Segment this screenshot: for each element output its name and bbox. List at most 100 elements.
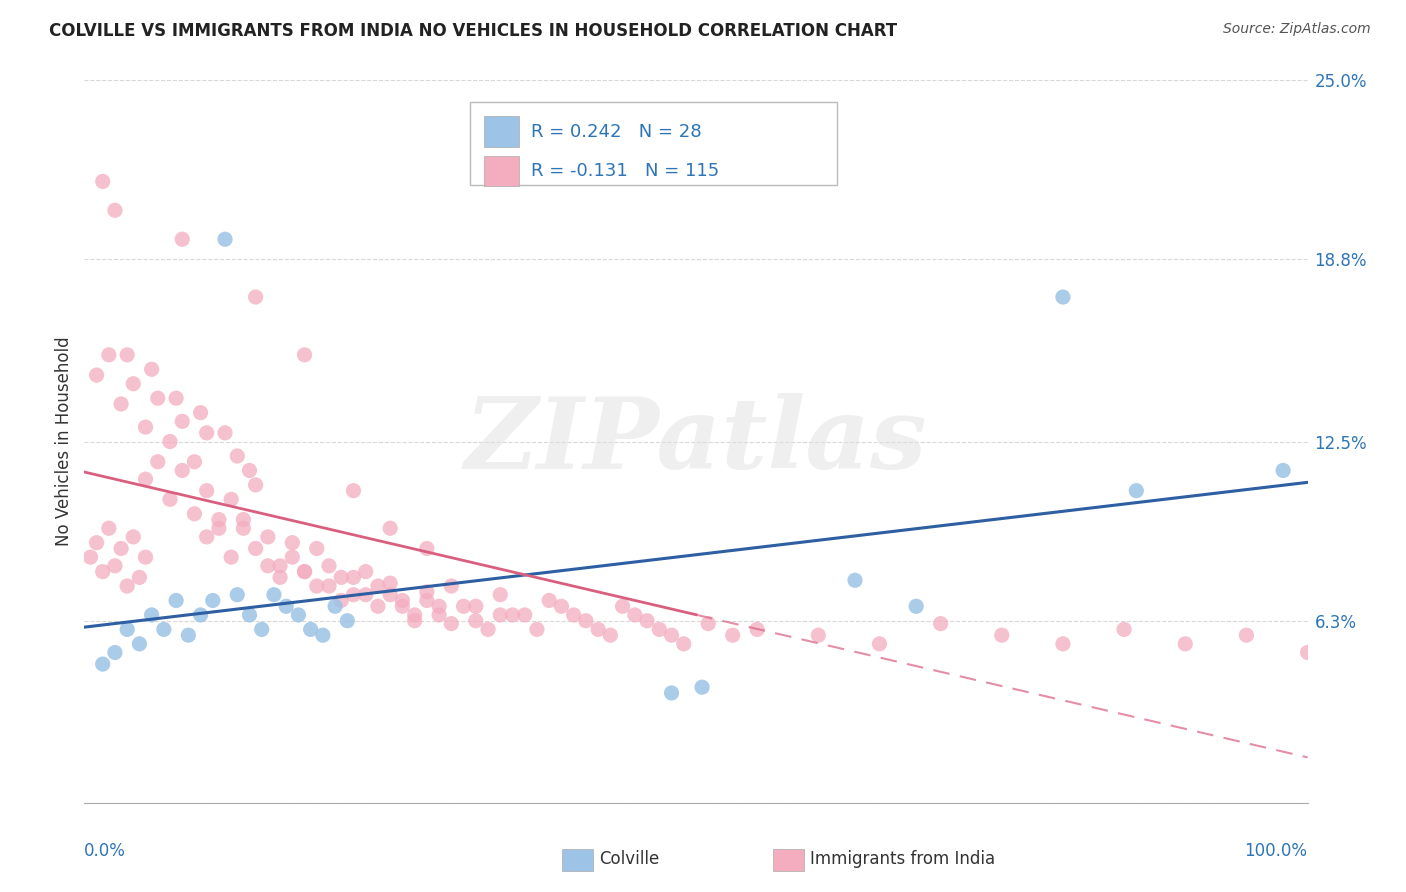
Point: [195, 483, 218, 498]
Point: [135, 550, 157, 565]
Point: [214, 425, 236, 440]
Point: [562, 607, 585, 622]
Point: [190, 406, 212, 420]
FancyBboxPatch shape: [470, 102, 837, 185]
Point: [97, 348, 120, 362]
Point: [318, 579, 340, 593]
Point: [128, 570, 150, 584]
Point: [367, 599, 389, 614]
Point: [599, 628, 621, 642]
Point: [97, 521, 120, 535]
Point: [661, 628, 683, 642]
Point: [318, 558, 340, 573]
Point: [991, 628, 1014, 642]
Bar: [484, 156, 519, 186]
Point: [159, 492, 181, 507]
Point: [190, 607, 212, 622]
Point: [550, 599, 572, 614]
Point: [416, 541, 439, 556]
Point: [721, 628, 744, 642]
Point: [342, 570, 364, 584]
Point: [91, 174, 114, 188]
Point: [104, 203, 127, 218]
Point: [354, 565, 377, 579]
Point: [416, 593, 439, 607]
Point: [404, 614, 426, 628]
Point: [214, 232, 236, 246]
Point: [122, 530, 145, 544]
Point: [336, 614, 359, 628]
Point: [238, 463, 260, 477]
Point: [172, 414, 194, 428]
Point: [232, 521, 254, 535]
Point: [294, 348, 316, 362]
Point: [146, 391, 169, 405]
Point: [323, 599, 346, 614]
Point: [1052, 637, 1074, 651]
Point: [172, 232, 194, 246]
Point: [195, 530, 218, 544]
Point: [238, 607, 260, 622]
Point: [257, 530, 280, 544]
Point: [195, 425, 218, 440]
Point: [624, 607, 647, 622]
Point: [690, 680, 713, 694]
Point: [122, 376, 145, 391]
Point: [104, 646, 127, 660]
Point: [294, 565, 316, 579]
Point: [1272, 463, 1295, 477]
Text: ZIPatlas: ZIPatlas: [465, 393, 927, 490]
Point: [427, 599, 450, 614]
Point: [612, 599, 634, 614]
Point: [1296, 646, 1319, 660]
Point: [269, 558, 291, 573]
Point: [380, 588, 402, 602]
Point: [391, 593, 413, 607]
Point: [464, 614, 486, 628]
Point: [391, 599, 413, 614]
Point: [661, 686, 683, 700]
Point: [141, 607, 163, 622]
Point: [1236, 628, 1258, 642]
Point: [86, 535, 108, 549]
Point: [91, 565, 114, 579]
Point: [232, 512, 254, 526]
Point: [141, 362, 163, 376]
Point: [747, 623, 769, 637]
Point: [453, 599, 475, 614]
Point: [648, 623, 671, 637]
Text: Immigrants from India: Immigrants from India: [810, 850, 995, 868]
Y-axis label: No Vehicles in Household: No Vehicles in Household: [55, 336, 73, 547]
Point: [1114, 623, 1136, 637]
Point: [502, 607, 524, 622]
Point: [367, 579, 389, 593]
Point: [165, 593, 187, 607]
Point: [86, 368, 108, 382]
Point: [115, 579, 138, 593]
Bar: [484, 116, 519, 147]
Point: [305, 579, 328, 593]
Point: [172, 463, 194, 477]
Text: Colville: Colville: [599, 850, 659, 868]
Point: [526, 623, 548, 637]
Point: [245, 478, 267, 492]
Text: COLVILLE VS IMMIGRANTS FROM INDIA NO VEHICLES IN HOUSEHOLD CORRELATION CHART: COLVILLE VS IMMIGRANTS FROM INDIA NO VEH…: [49, 22, 897, 40]
Point: [208, 521, 231, 535]
Point: [110, 541, 132, 556]
Point: [869, 637, 891, 651]
Point: [905, 599, 928, 614]
Point: [929, 616, 952, 631]
Point: [165, 391, 187, 405]
Point: [1052, 290, 1074, 304]
Point: [208, 512, 231, 526]
Point: [380, 576, 402, 591]
Text: 100.0%: 100.0%: [1244, 842, 1308, 860]
Point: [159, 434, 181, 449]
Point: [538, 593, 561, 607]
Point: [201, 593, 224, 607]
Point: [115, 623, 138, 637]
Point: [110, 397, 132, 411]
Text: 0.0%: 0.0%: [84, 842, 127, 860]
Point: [489, 607, 512, 622]
Point: [128, 637, 150, 651]
